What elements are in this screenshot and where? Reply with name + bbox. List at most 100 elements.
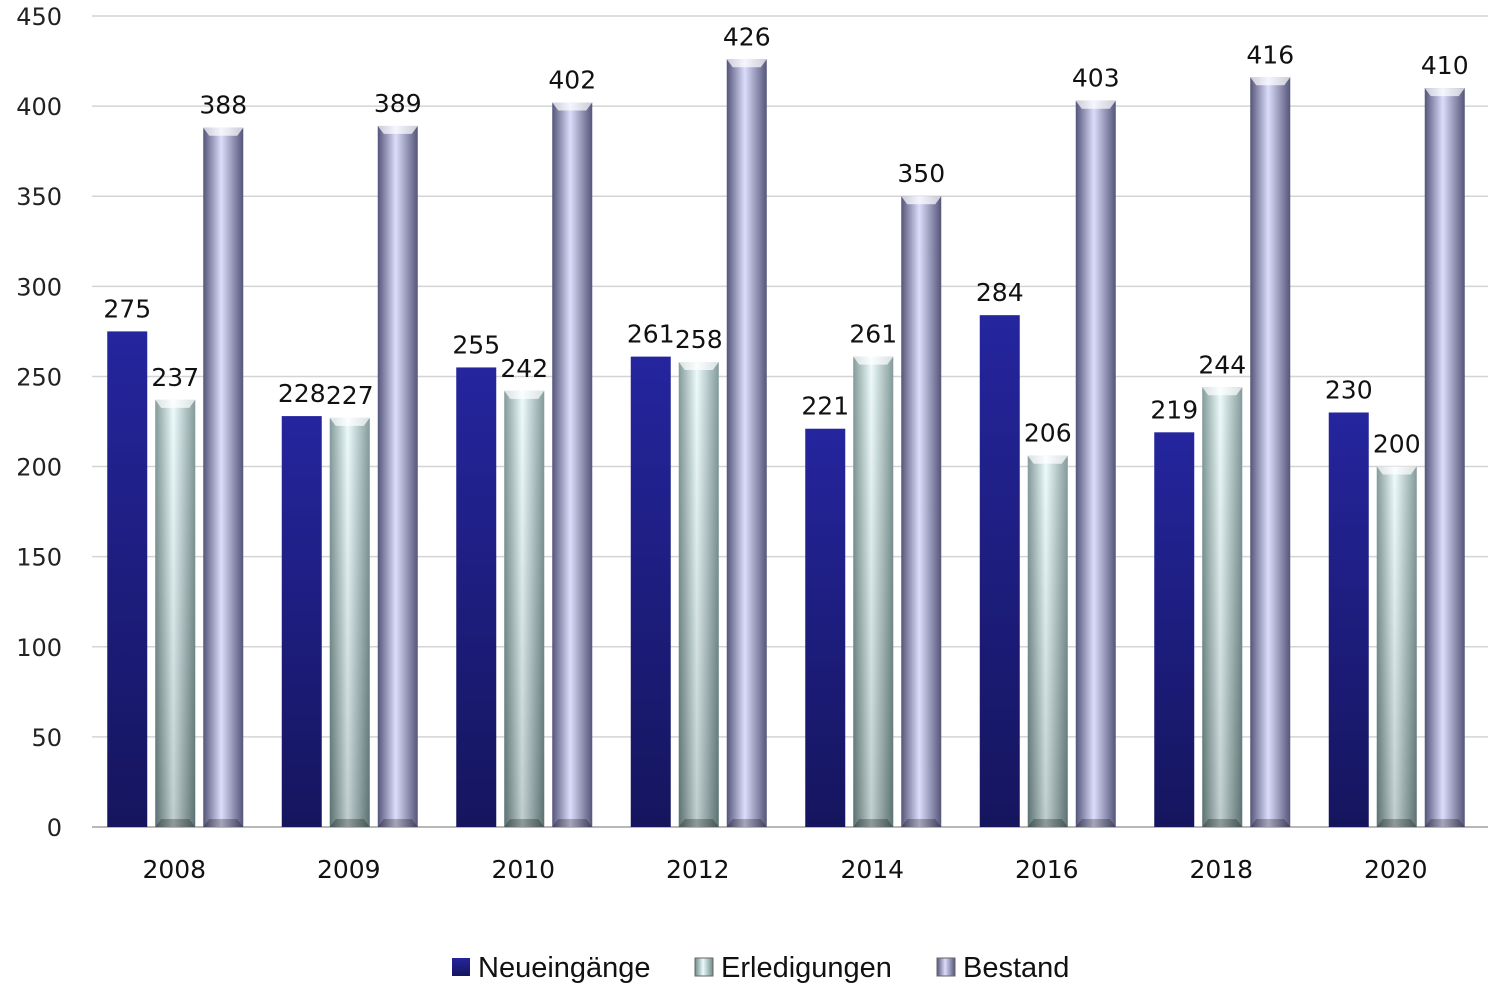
legend: Neueingänge Erledigungen Bestand <box>452 952 1069 984</box>
bar-bestand <box>901 196 942 827</box>
bar-cap <box>329 417 370 426</box>
bar-base <box>203 819 244 827</box>
bar-base <box>1250 819 1291 827</box>
bar-shade <box>1027 455 1068 827</box>
bar-shade <box>1376 466 1417 827</box>
bar-neueingänge <box>281 416 322 827</box>
bar-neueingänge <box>805 428 846 827</box>
bar-base <box>726 819 767 827</box>
bar-shade <box>853 356 894 827</box>
bar-shade <box>329 417 370 827</box>
data-label: 388 <box>199 91 247 120</box>
bar-cap <box>1075 100 1116 109</box>
data-label: 230 <box>1325 375 1373 404</box>
y-tick-label: 300 <box>16 273 62 301</box>
bar-base <box>853 819 894 827</box>
data-label: 403 <box>1072 64 1120 93</box>
bar-base <box>377 819 418 827</box>
y-tick-label: 200 <box>16 454 62 482</box>
bar-cap <box>552 102 593 111</box>
bars <box>107 59 1465 828</box>
legend-swatch-erledigungen <box>694 957 714 977</box>
data-label: 426 <box>723 22 771 51</box>
bar-neueingänge <box>1328 412 1369 827</box>
bar-base <box>329 819 370 827</box>
y-tick-label: 400 <box>16 93 62 121</box>
data-label: 284 <box>976 278 1024 307</box>
data-label: 416 <box>1246 40 1294 69</box>
data-label: 221 <box>801 392 849 421</box>
bar-cap <box>155 399 196 408</box>
bar-base <box>1202 819 1243 827</box>
data-label: 275 <box>103 294 151 323</box>
y-tick-label: 250 <box>16 363 62 391</box>
data-label: 389 <box>374 89 422 118</box>
bar-shade <box>678 362 719 827</box>
bar-cap <box>678 362 719 371</box>
data-label: 228 <box>278 379 326 408</box>
bar-cap <box>1424 88 1465 97</box>
bar-cap <box>853 356 894 365</box>
y-tick-label: 450 <box>16 3 62 31</box>
bar-shade <box>1202 387 1243 827</box>
bar-bestand <box>1075 100 1116 827</box>
legend-label: Erledigungen <box>721 952 892 984</box>
bar-bestand <box>726 59 767 827</box>
data-label: 237 <box>151 363 199 392</box>
bar-cap <box>377 125 418 134</box>
data-label: 350 <box>897 159 945 188</box>
y-tick-label: 350 <box>16 183 62 211</box>
data-label: 242 <box>500 354 548 383</box>
legend-label: Bestand <box>963 952 1069 984</box>
bar-base <box>1027 819 1068 827</box>
bar-cap <box>1202 387 1243 396</box>
x-tick-label: 2016 <box>1015 855 1079 884</box>
bar-neueingänge <box>107 331 148 827</box>
bar-neueingänge <box>979 315 1020 827</box>
bar-cap <box>203 127 244 136</box>
y-axis-ticks: 0 50 100 150 200 250 300 350 400 450 <box>16 3 62 842</box>
bar-base <box>504 819 545 827</box>
bar-bestand <box>203 127 244 827</box>
y-tick-label: 150 <box>16 544 62 572</box>
legend-label: Neueingänge <box>478 952 651 984</box>
bar-shade <box>504 390 545 827</box>
data-label: 227 <box>326 381 374 410</box>
x-axis-ticks: 2008 2009 2010 2012 2014 2016 2018 2020 <box>142 855 1427 884</box>
bar-bestand <box>552 102 593 828</box>
data-label: 261 <box>627 320 675 349</box>
y-tick-label: 100 <box>16 634 62 662</box>
bar-bestand <box>1250 77 1291 827</box>
bar-cap <box>1250 77 1291 86</box>
x-tick-label: 2018 <box>1189 855 1253 884</box>
bar-cap <box>901 196 942 205</box>
x-tick-label: 2020 <box>1364 855 1428 884</box>
x-tick-label: 2009 <box>317 855 381 884</box>
bar-shade <box>155 399 196 827</box>
bar-base <box>1376 819 1417 827</box>
bar-base <box>552 819 593 827</box>
legend-swatch-bestand <box>936 957 956 977</box>
y-tick-label: 50 <box>31 724 62 752</box>
bar-cap <box>504 390 545 399</box>
bar-neueingänge <box>630 356 671 827</box>
bar-base <box>901 819 942 827</box>
data-label: 244 <box>1198 350 1246 379</box>
data-label: 206 <box>1024 419 1072 448</box>
legend-swatch-neueingänge <box>452 958 470 976</box>
y-tick-label: 0 <box>47 814 62 842</box>
bar-base <box>1424 819 1465 827</box>
bar-cap <box>726 59 767 68</box>
x-tick-label: 2012 <box>666 855 730 884</box>
bar-cap <box>1027 455 1068 464</box>
gridlines <box>92 15 1488 828</box>
data-label: 402 <box>548 66 596 95</box>
bar-bestand <box>377 125 418 828</box>
data-label: 410 <box>1421 51 1469 80</box>
data-label: 261 <box>849 320 897 349</box>
bar-cap <box>1376 466 1417 475</box>
bar-bestand <box>1424 88 1465 828</box>
data-label: 200 <box>1373 430 1421 459</box>
